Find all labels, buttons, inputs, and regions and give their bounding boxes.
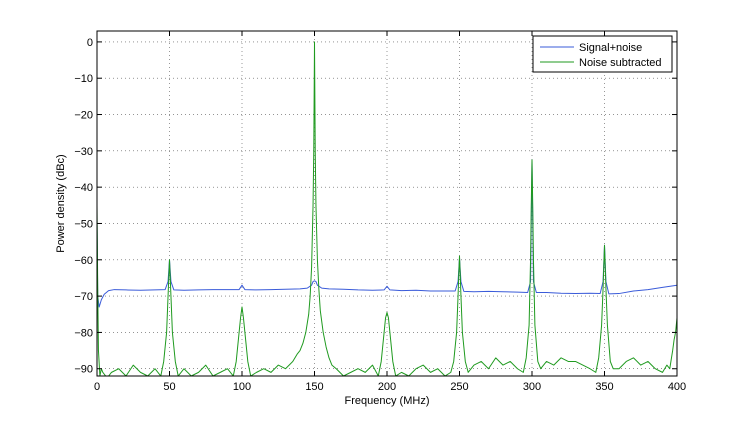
- y-tick-label: −50: [74, 218, 93, 230]
- series-layer: [97, 41, 677, 376]
- x-tick-label: 150: [305, 381, 323, 393]
- legend-box: [532, 35, 673, 73]
- ticks: 0 50 100 150 200 250 300 350 400 0 −10 −20 −30 −40 −50…: [74, 31, 686, 393]
- x-tick-label: 0: [94, 381, 100, 393]
- x-tick-label: 300: [523, 381, 541, 393]
- y-tick-label: 0: [87, 37, 93, 49]
- grid: [97, 31, 677, 376]
- series-line-noise-subtracted: [97, 41, 677, 376]
- x-axis-label: Frequency (MHz): [345, 395, 430, 407]
- legend: Signal+noise Noise subtracted: [532, 35, 673, 73]
- legend-label-signal-noise: Signal+noise: [579, 42, 642, 54]
- x-tick-label: 200: [378, 381, 396, 393]
- y-tick-label: −20: [74, 110, 93, 122]
- y-tick-label: −40: [74, 182, 93, 194]
- legend-label-noise-subtracted: Noise subtracted: [579, 57, 662, 69]
- y-tick-label: −90: [74, 364, 93, 376]
- y-tick-label: −70: [74, 291, 93, 303]
- y-axis-label: Power density (dBc): [55, 154, 67, 252]
- y-tick-label: −60: [74, 255, 93, 267]
- x-tick-label: 350: [595, 381, 613, 393]
- y-tick-label: −10: [74, 73, 93, 85]
- x-tick-label: 50: [163, 381, 175, 393]
- x-tick-label: 400: [668, 381, 686, 393]
- y-tick-label: −30: [74, 146, 93, 158]
- x-tick-label: 250: [450, 381, 468, 393]
- x-tick-label: 100: [233, 381, 251, 393]
- y-tick-label: −80: [74, 327, 93, 339]
